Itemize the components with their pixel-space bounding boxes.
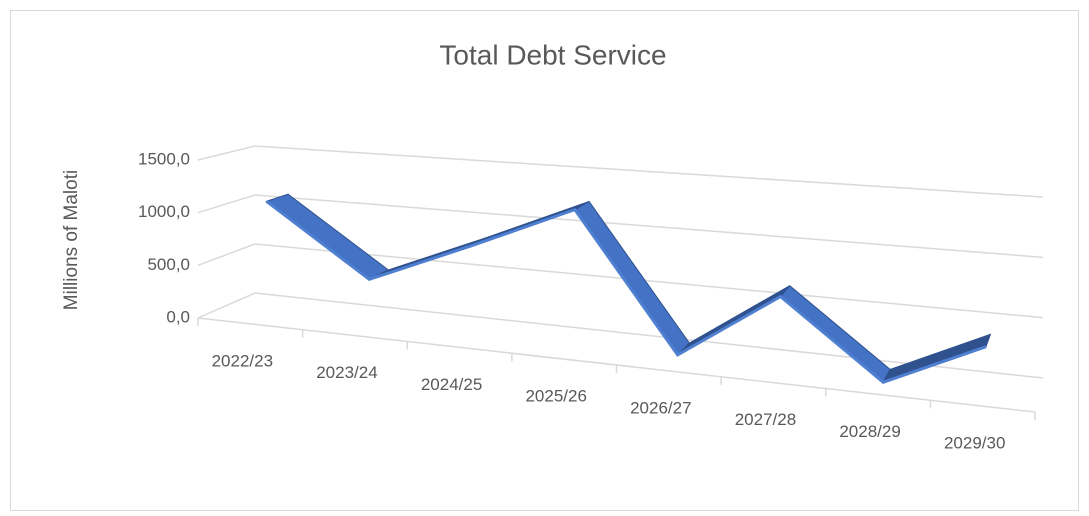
grid-line bbox=[197, 292, 1044, 379]
y-tick-label: 1500,0 bbox=[138, 149, 190, 168]
x-tick-label: 2022/23 bbox=[212, 351, 273, 370]
chart-border bbox=[10, 10, 1079, 511]
x-tick-label: 2025/26 bbox=[525, 387, 586, 406]
y-tick-label: 500,0 bbox=[147, 255, 190, 274]
y-tick-label: 1000,0 bbox=[138, 202, 190, 221]
x-tick-label: 2027/28 bbox=[735, 410, 796, 429]
chart-title: Total Debt Service bbox=[439, 39, 666, 70]
x-tick-label: 2029/30 bbox=[944, 434, 1005, 453]
y-tick-label: 0,0 bbox=[166, 307, 190, 326]
x-tick-label: 2024/25 bbox=[421, 375, 482, 394]
x-tick-label: 2023/24 bbox=[316, 363, 377, 382]
x-tick-label: 2026/27 bbox=[630, 398, 691, 417]
y-axis-label: Millions of Maloti bbox=[61, 170, 82, 310]
line-series bbox=[265, 200, 987, 384]
x-tick-label: 2028/29 bbox=[839, 422, 900, 441]
grid-line bbox=[197, 145, 1044, 198]
grid-line bbox=[197, 194, 1044, 259]
